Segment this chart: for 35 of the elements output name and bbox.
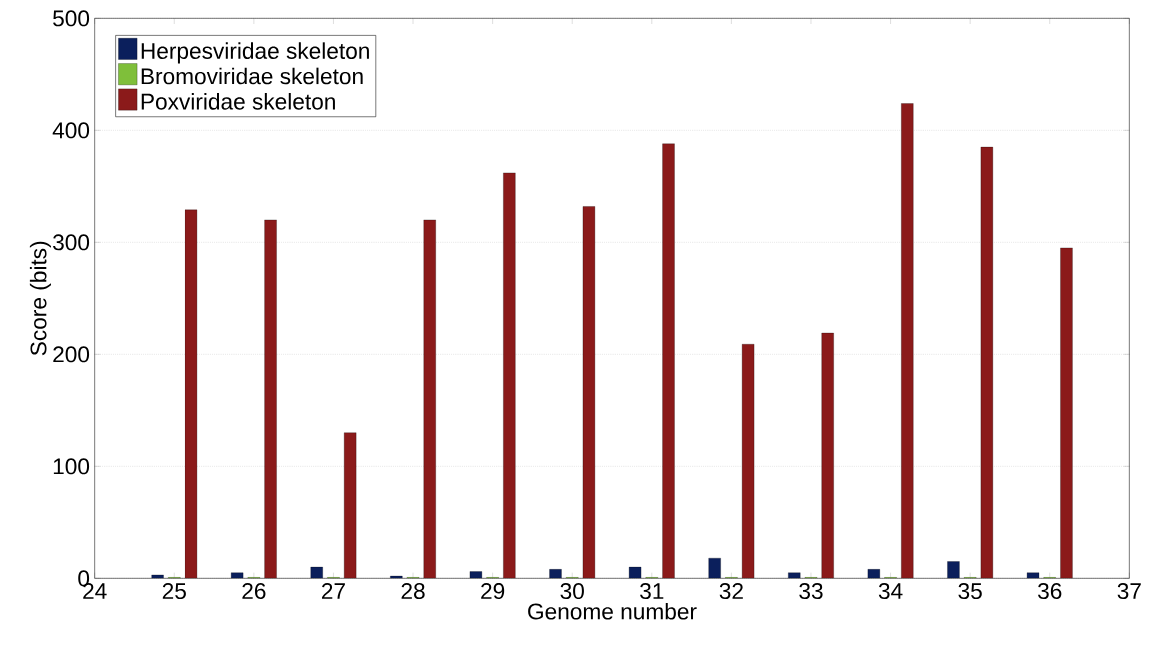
y-tick-label: 500: [53, 10, 90, 27]
bar: [662, 143, 675, 579]
x-axis-title: Genome number: [528, 602, 697, 620]
bar: [184, 209, 198, 579]
x-tick-label: 32: [719, 583, 743, 600]
x-tick-label: 36: [1038, 583, 1062, 600]
x-tick-label: 29: [481, 583, 505, 600]
bar: [264, 219, 277, 579]
y-tick-label: 100: [53, 458, 90, 475]
x-tick-label: 31: [640, 583, 664, 600]
x-tick-label: 33: [799, 583, 823, 600]
y-tick-label: 200: [53, 346, 90, 363]
x-tick-label: 25: [162, 583, 186, 600]
bar: [503, 172, 516, 579]
y-tick-label: 300: [53, 234, 90, 251]
x-tick-label: 27: [321, 583, 345, 599]
y-tick-label: 400: [52, 122, 90, 139]
bar: [901, 103, 914, 579]
bar: [582, 206, 596, 579]
bar: [821, 332, 834, 579]
x-tick-label: 37: [1117, 583, 1141, 600]
y-axis-title: Score (bits): [29, 241, 51, 356]
bar: [742, 344, 755, 579]
bar: [423, 219, 436, 579]
legend-label: Herpesviridae skeleton: [141, 42, 369, 64]
bar: [344, 432, 357, 579]
x-tick-label: 30: [560, 583, 584, 600]
x-tick-label: 26: [242, 583, 266, 600]
legend-label: Poxviridae skeleton: [141, 93, 335, 110]
bar: [980, 146, 993, 579]
x-tick-label: 35: [958, 583, 982, 600]
x-tick-label: 34: [878, 583, 903, 600]
x-tick-label: 28: [401, 583, 425, 600]
bar: [1060, 247, 1073, 579]
legend-label: Bromoviridae skeleton: [141, 67, 363, 85]
